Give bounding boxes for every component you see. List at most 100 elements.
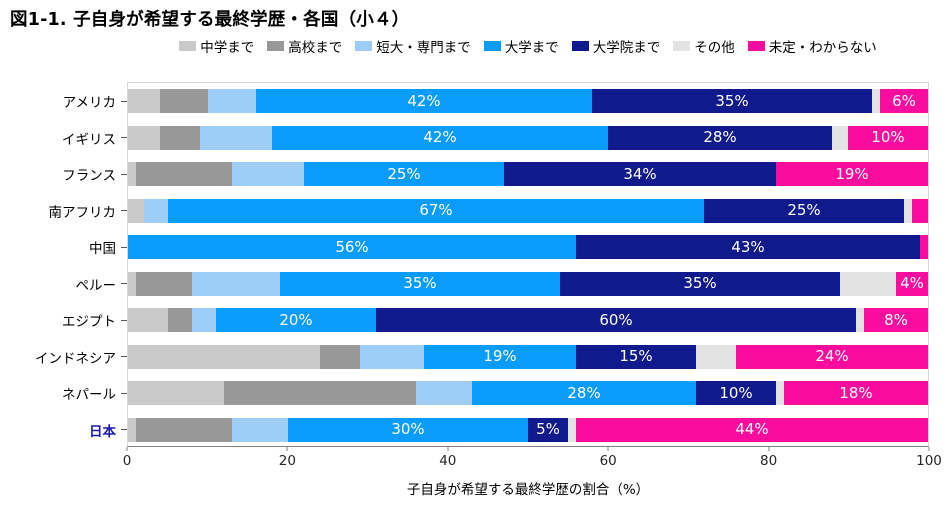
bar-segment bbox=[128, 125, 160, 150]
bar-segment: 6% bbox=[880, 89, 928, 114]
bar-segment bbox=[904, 198, 912, 223]
bar-segment bbox=[200, 125, 272, 150]
stacked-bar: 42% 28% 10% bbox=[128, 125, 928, 150]
stacked-bar: 30% 5% 44% bbox=[128, 417, 928, 442]
legend-label: 短大・専門まで bbox=[376, 40, 471, 56]
bar-segment: 20% bbox=[216, 308, 376, 333]
legend-label: 高校まで bbox=[288, 40, 343, 56]
bar-segment bbox=[416, 381, 472, 406]
x-tick-mark bbox=[126, 447, 128, 451]
segment-value-label: 35% bbox=[715, 91, 749, 110]
segment-value-label: 28% bbox=[703, 128, 737, 147]
legend-item: 大学まで bbox=[483, 36, 559, 56]
plot-area: アメリカ 42% 35% 6% イギリス 42% 28% 10% フランス 25% 34% 19% 南ア… bbox=[35, 82, 929, 447]
legend-label: 未定・わからない bbox=[768, 40, 877, 56]
y-tick-mark bbox=[121, 319, 127, 321]
category-label: 中国 bbox=[89, 241, 116, 258]
segment-value-label: 19% bbox=[483, 347, 517, 366]
legend-swatch-icon bbox=[267, 41, 285, 51]
y-tick-mark bbox=[121, 210, 127, 212]
x-tick-mark bbox=[928, 447, 930, 451]
bar-segment bbox=[776, 381, 784, 406]
bar-segment bbox=[160, 89, 208, 114]
bar-segment bbox=[912, 198, 928, 223]
y-tick-mark bbox=[121, 246, 127, 248]
y-tick-mark bbox=[121, 283, 127, 285]
bar-segment bbox=[568, 417, 576, 442]
stacked-bar-chart: アメリカ 42% 35% 6% イギリス 42% 28% 10% フランス 25% 34% 19% 南ア… bbox=[35, 82, 942, 473]
bar-segment bbox=[208, 89, 256, 114]
bar-segment bbox=[920, 235, 928, 260]
bar-segment bbox=[232, 417, 288, 442]
segment-value-label: 35% bbox=[403, 274, 437, 293]
bar-segment: 15% bbox=[576, 344, 696, 369]
bar-row: エジプト 20% 60% 8% bbox=[62, 302, 928, 339]
segment-value-label: 42% bbox=[423, 128, 457, 147]
stacked-bar: 20% 60% 8% bbox=[128, 308, 928, 333]
x-tick-label: 60 bbox=[599, 453, 617, 469]
segment-value-label: 10% bbox=[719, 383, 753, 402]
legend-swatch-icon bbox=[355, 41, 373, 51]
bar-row: フランス 25% 34% 19% bbox=[62, 156, 928, 193]
bar-segment: 60% bbox=[376, 308, 856, 333]
bar-segment: 19% bbox=[776, 162, 928, 187]
bar-segment: 25% bbox=[304, 162, 504, 187]
legend-swatch-icon bbox=[179, 41, 197, 51]
bar-segment: 56% bbox=[128, 235, 576, 260]
bar-segment bbox=[160, 125, 200, 150]
bar-segment: 42% bbox=[272, 125, 608, 150]
legend-swatch-icon bbox=[673, 41, 691, 51]
segment-value-label: 43% bbox=[731, 237, 765, 256]
segment-value-label: 5% bbox=[536, 420, 560, 439]
segment-value-label: 24% bbox=[815, 347, 849, 366]
bar-row: 南アフリカ 67% 25% bbox=[49, 193, 928, 230]
bar-segment bbox=[128, 381, 224, 406]
legend-swatch-icon bbox=[747, 41, 765, 51]
bar-segment bbox=[168, 308, 192, 333]
bar-segment bbox=[136, 162, 232, 187]
bar-segment: 35% bbox=[280, 271, 560, 296]
x-tick-mark bbox=[768, 447, 770, 451]
bar-row: ペルー 35% 35% 4% bbox=[76, 266, 928, 303]
stacked-bar: 67% 25% bbox=[128, 198, 928, 223]
y-tick-mark bbox=[121, 356, 127, 358]
bar-segment bbox=[320, 344, 360, 369]
segment-value-label: 67% bbox=[419, 201, 453, 220]
x-tick-mark bbox=[286, 447, 288, 451]
segment-value-label: 34% bbox=[623, 164, 657, 183]
bar-row: ネパール 28% 10% 18% bbox=[62, 375, 928, 412]
bar-segment bbox=[128, 271, 136, 296]
bar-segment bbox=[128, 162, 136, 187]
bar-segment: 4% bbox=[896, 271, 928, 296]
segment-value-label: 15% bbox=[619, 347, 653, 366]
category-label: 日本 bbox=[89, 423, 116, 440]
y-tick-mark bbox=[121, 173, 127, 175]
bar-segment bbox=[360, 344, 424, 369]
bar-segment: 44% bbox=[576, 417, 928, 442]
bar-segment: 24% bbox=[736, 344, 928, 369]
bar-segment: 28% bbox=[608, 125, 832, 150]
y-tick-mark bbox=[121, 392, 127, 394]
x-axis-label: 子自身が希望する最終学歴の割合（%） bbox=[406, 482, 650, 498]
bar-segment: 35% bbox=[560, 271, 840, 296]
segment-value-label: 30% bbox=[391, 420, 425, 439]
x-tick-label: 80 bbox=[760, 453, 778, 469]
bar-segment bbox=[128, 344, 320, 369]
bar-segment: 10% bbox=[848, 125, 928, 150]
category-label: ペルー bbox=[75, 277, 117, 294]
bar-segment bbox=[128, 417, 136, 442]
bar-segment: 5% bbox=[528, 417, 568, 442]
bar-segment bbox=[136, 271, 192, 296]
bar-segment: 35% bbox=[592, 89, 872, 114]
stacked-bar: 25% 34% 19% bbox=[128, 162, 928, 187]
stacked-bar: 28% 10% 18% bbox=[128, 381, 928, 406]
stacked-bar: 19% 15% 24% bbox=[128, 344, 928, 369]
legend-label: 大学院まで bbox=[592, 40, 661, 56]
legend-item: 中学まで bbox=[179, 36, 254, 56]
segment-value-label: 44% bbox=[735, 420, 769, 439]
legend-swatch-icon bbox=[571, 41, 589, 51]
bar-segment bbox=[136, 417, 232, 442]
bar-segment bbox=[192, 271, 280, 296]
legend-item: 大学院まで bbox=[571, 36, 661, 56]
category-label: エジプト bbox=[62, 314, 116, 331]
